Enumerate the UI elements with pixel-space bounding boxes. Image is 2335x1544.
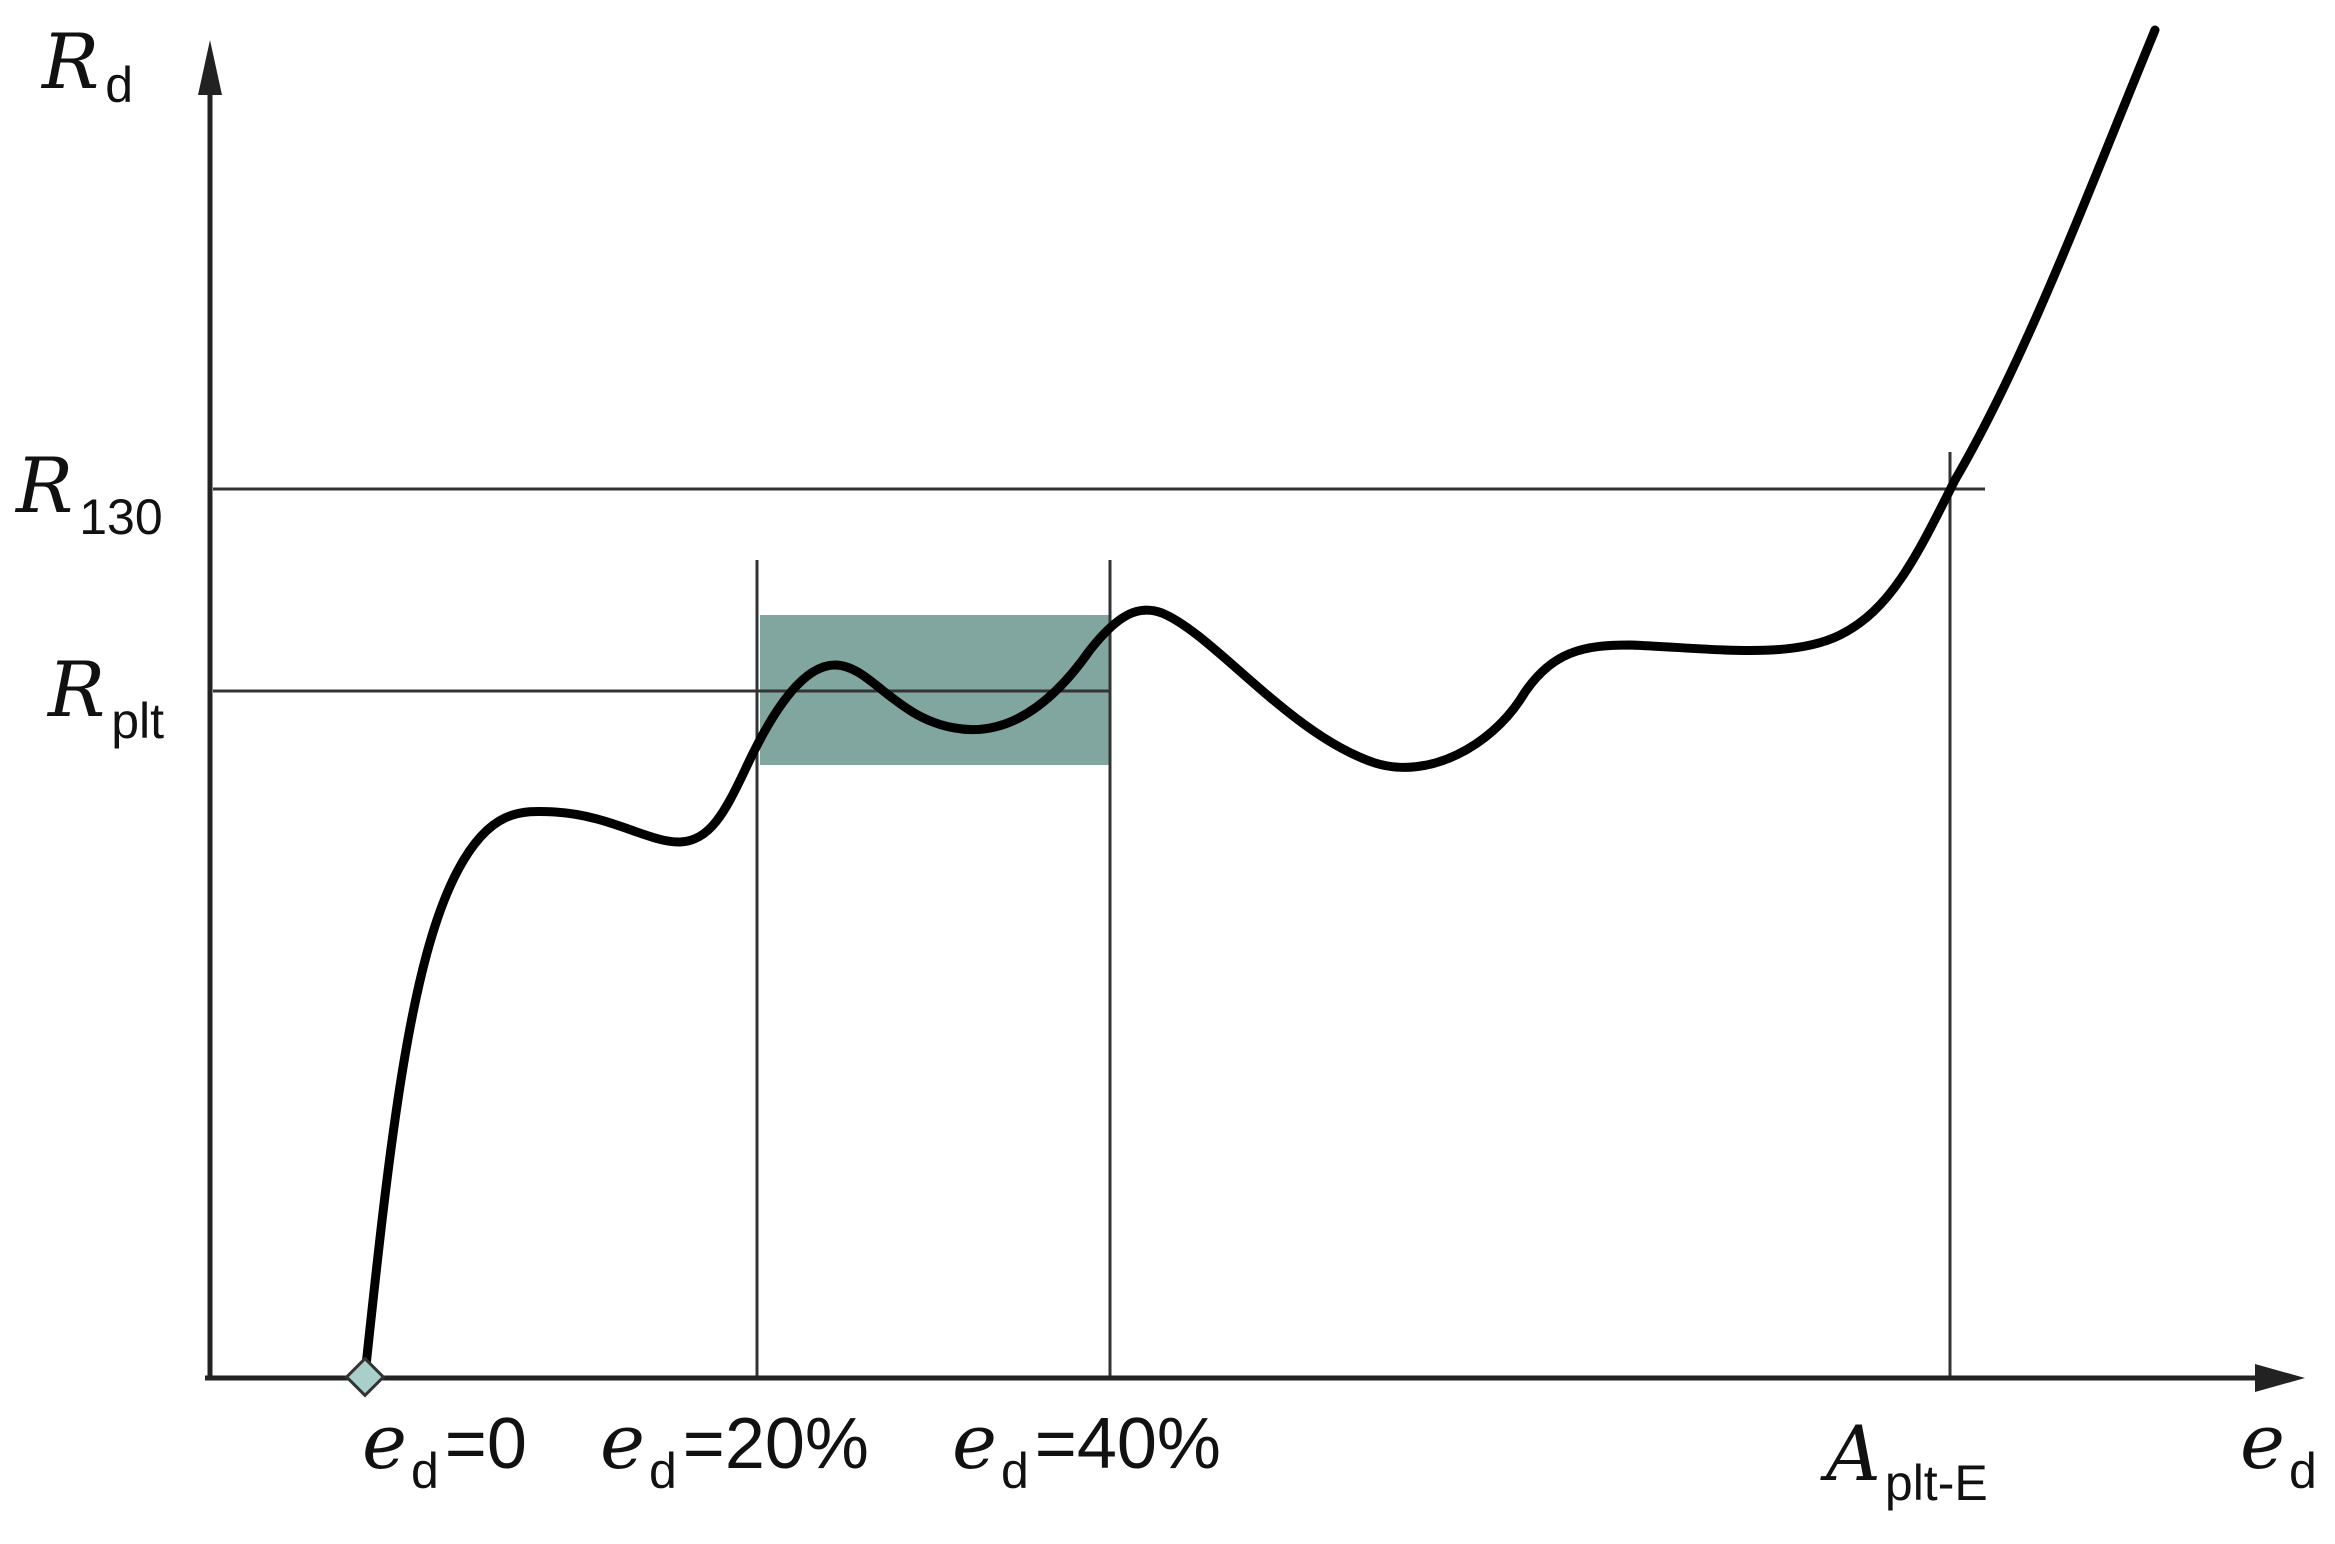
x-tick-label-aplt: Aplt-E xyxy=(1820,1409,1988,1511)
r130-label: R 130 xyxy=(14,441,163,545)
x-tick-label-ed0: ed=0 xyxy=(362,1397,527,1499)
x-axis-arrowhead xyxy=(2255,1364,2305,1392)
x-axis-label: ed xyxy=(2240,1397,2317,1499)
x-tick-label-ed20: ed=20% xyxy=(600,1397,869,1499)
start-marker xyxy=(344,1356,386,1398)
x-tick-label-ed40: ed=40% xyxy=(952,1397,1221,1499)
curve-line xyxy=(360,25,2160,1380)
y-axis-arrowhead xyxy=(198,40,222,95)
